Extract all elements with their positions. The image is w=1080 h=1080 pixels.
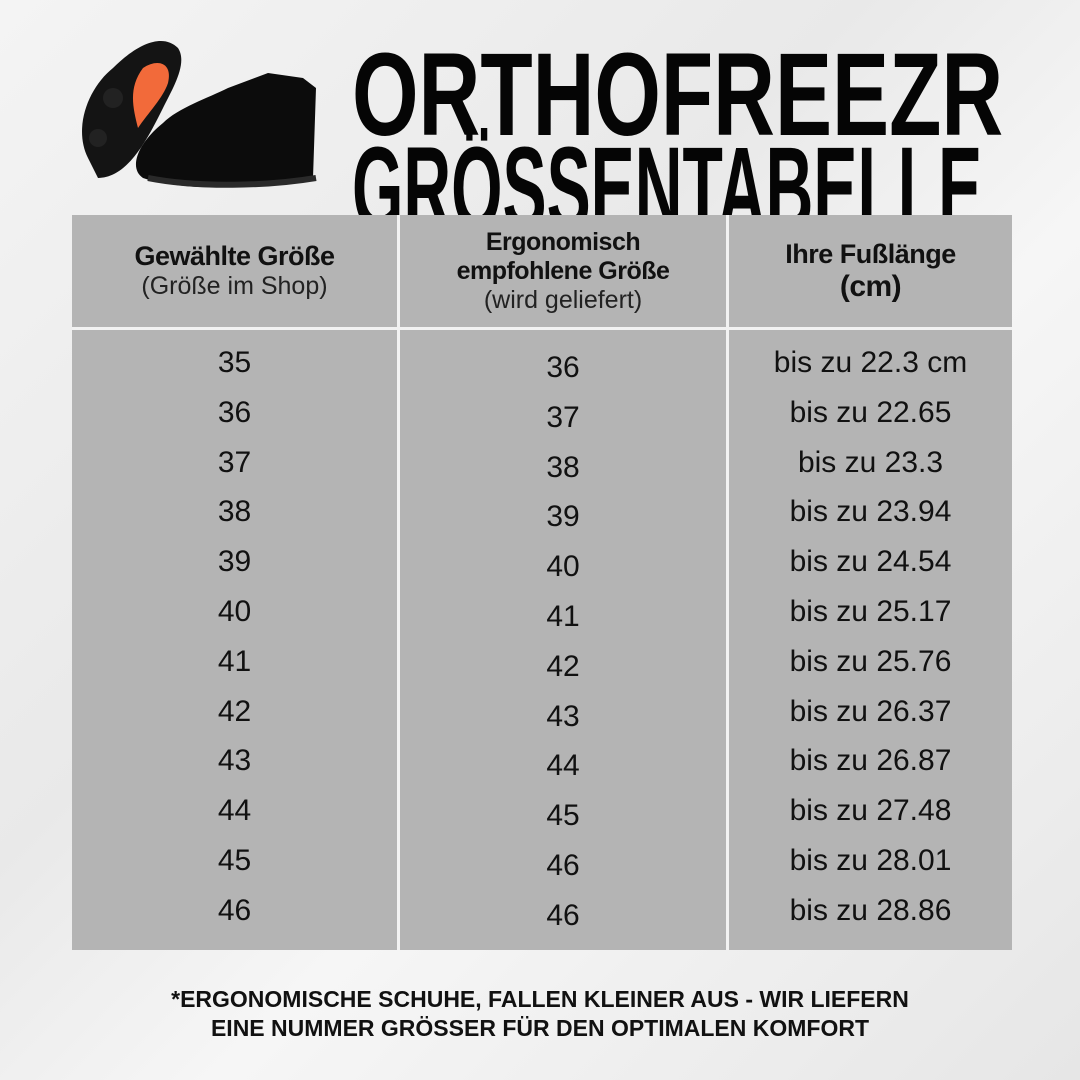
table-cell-recommended: 46: [546, 898, 580, 932]
header-label: Ergonomisch: [485, 227, 641, 256]
table-cell-foot-length: bis zu 28.01: [789, 843, 952, 877]
column-divider: [397, 215, 400, 950]
header-divider: [72, 327, 1012, 330]
header-selected-size: Gewählte Größe (Größe im Shop): [72, 215, 397, 327]
header-label: Ihre Fußlänge: [785, 238, 956, 269]
table-cell-foot-length: bis zu 26.37: [789, 694, 952, 728]
table-cell-foot-length: bis zu 26.87: [789, 744, 952, 778]
table-cell-selected: 39: [217, 545, 252, 579]
header-label: empfohlene Größe: [456, 256, 670, 285]
table-cell-selected: 35: [217, 346, 252, 379]
table-cell-recommended: 38: [546, 450, 580, 484]
table-cell-foot-length: bis zu 22.3 cm: [773, 346, 968, 379]
table-cell-foot-length: bis zu 27.48: [789, 794, 952, 828]
table-cell-selected: 43: [217, 744, 252, 778]
column-foot-length: bis zu 22.3 cm bis zu 22.65 bis zu 23.3 bis…: [729, 338, 1012, 936]
header-recommended-size: Ergonomisch empfohlene Größe (wird gelie…: [400, 215, 726, 327]
table-cell-foot-length: bis zu 24.54: [789, 545, 952, 579]
table-cell-foot-length: bis zu 23.3: [797, 445, 944, 479]
table-cell-recommended: 45: [546, 799, 580, 833]
table-cell-foot-length: bis zu 25.17: [789, 594, 952, 628]
table-cell-recommended: 37: [546, 400, 580, 434]
table-cell-recommended: 44: [546, 749, 580, 783]
column-recommended-size: 36 37 38 39 40 41 42 43 44 45 46 46: [400, 343, 726, 941]
table-cell-selected: 36: [217, 395, 252, 429]
column-selected-size: 35 36 37 38 39 40 41 42 43 44 45 46: [72, 338, 397, 936]
header-foot-length: Ihre Fußlänge (cm): [729, 215, 1012, 327]
table-cell-recommended: 41: [546, 599, 580, 633]
table-cell-selected: 46: [217, 893, 252, 927]
table-cell-selected: 37: [217, 445, 252, 479]
footnote-line: EINE NUMMER GRÖSSER FÜR DEN OPTIMALEN KO…: [210, 1015, 870, 1041]
table-cell-recommended: 36: [546, 351, 580, 384]
footnote-line: *ERGONOMISCHE SCHUHE, FALLEN KLEINER AUS…: [171, 986, 909, 1012]
table-cell-foot-length: bis zu 22.65: [789, 395, 952, 429]
table-cell-recommended: 43: [546, 699, 580, 733]
table-cell-recommended: 39: [546, 500, 580, 534]
table-cell-selected: 45: [217, 843, 252, 877]
title-brand: ORTHOFREEZR: [352, 29, 1004, 161]
table-cell-selected: 44: [217, 794, 252, 828]
footnote: *ERGONOMISCHE SCHUHE, FALLEN KLEINER AUS…: [0, 985, 1080, 1043]
table-cell-selected: 41: [217, 644, 252, 678]
table-cell-recommended: 46: [546, 848, 580, 882]
table-cell-foot-length: bis zu 25.76: [789, 644, 952, 678]
header-label: Gewählte Größe: [134, 241, 335, 271]
header-sublabel: (Größe im Shop): [141, 272, 328, 300]
table-cell-selected: 42: [217, 694, 252, 728]
table-cell-foot-length: bis zu 28.86: [789, 893, 952, 927]
table-cell-selected: 38: [217, 495, 252, 529]
table-cell-recommended: 40: [546, 550, 580, 584]
shoe-product-image: [82, 40, 317, 188]
header-label: (cm): [839, 269, 902, 303]
table-cell-recommended: 42: [546, 649, 580, 683]
table-cell-selected: 40: [217, 594, 252, 628]
size-table: Gewählte Größe (Größe im Shop) Ergonomis…: [72, 215, 1012, 950]
header-sublabel: (wird geliefert): [483, 285, 643, 314]
table-cell-foot-length: bis zu 23.94: [789, 495, 952, 529]
column-divider: [726, 215, 729, 950]
